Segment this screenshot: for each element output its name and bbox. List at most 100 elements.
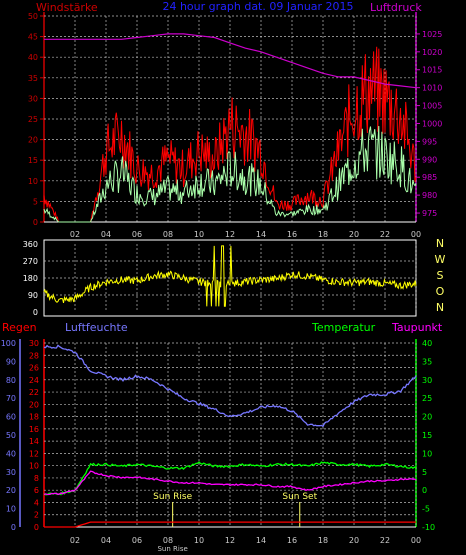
rain-tick-label: 22	[29, 388, 39, 397]
pressure-tick-label: 975	[422, 209, 437, 218]
direction-compass-label: N	[436, 301, 444, 314]
rain-tick-label: 4	[34, 498, 39, 507]
wind-pressure-panel: 0510152025303540455097598098599099510001…	[28, 12, 442, 239]
direction-compass-label: W	[435, 253, 446, 266]
temperature-tick-label: 30	[422, 376, 432, 385]
bottom-x-tick-label: 20	[349, 536, 359, 545]
temperature-legend-label: Temperatur	[311, 321, 376, 334]
rain-tick-label: 2	[34, 511, 39, 520]
humidity-tick-label: 30	[6, 468, 16, 477]
sunrise-label: Sun Rise	[153, 492, 192, 502]
rain-tick-label: 0	[34, 523, 39, 532]
pressure-axis-label: Luftdruck	[370, 1, 422, 14]
temperature-series-line	[43, 461, 417, 496]
rain-tick-label: 8	[34, 474, 39, 483]
humidity-legend-label: Luftfeuchte	[65, 321, 128, 334]
pressure-tick-label: 990	[422, 155, 437, 164]
top-x-tick-label: 20	[349, 230, 359, 239]
top-x-tick-label: 10	[194, 230, 204, 239]
dewpoint-legend-label: Taupunkt	[391, 321, 443, 334]
pressure-series-line	[44, 33, 417, 89]
temperature-tick-label: 5	[422, 468, 427, 477]
bottom-x-tick-label: 14	[256, 536, 266, 545]
temperature-tick-label: -5	[422, 505, 430, 514]
wind-series-line	[43, 125, 417, 223]
temperature-tick-label: 35	[422, 357, 432, 366]
top-x-tick-label: 22	[380, 230, 390, 239]
humidity-tick-label: 10	[6, 505, 16, 514]
bottom-x-tick-label: 16	[287, 536, 297, 545]
wind-tick-label: 30	[28, 94, 38, 103]
top-x-tick-label: 16	[287, 230, 297, 239]
humidity-tick-label: 70	[6, 394, 16, 403]
rain-series-line	[44, 521, 416, 528]
wind-tick-label: 10	[28, 177, 38, 186]
pressure-tick-label: 1025	[422, 30, 442, 39]
direction-compass-label: O	[436, 285, 445, 298]
sunset-label: Sun Set	[282, 492, 317, 502]
rain-tick-label: 12	[29, 449, 39, 458]
wind-tick-label: 40	[28, 53, 38, 62]
humidity-tick-label: 80	[6, 376, 16, 385]
gust-series-line	[43, 46, 417, 223]
wind-tick-label: 50	[28, 12, 38, 21]
rain-tick-label: 28	[29, 351, 39, 360]
direction-tick-label: 270	[23, 257, 38, 266]
direction-tick-label: 360	[23, 240, 38, 249]
humidity-tick-label: 50	[6, 431, 16, 440]
direction-compass-label: S	[437, 269, 444, 282]
wind-tick-label: 35	[28, 74, 38, 83]
bottom-x-tick-label: 08	[163, 536, 173, 545]
top-x-tick-label: 02	[70, 230, 80, 239]
temperature-tick-label: 40	[422, 339, 432, 348]
rain-tick-label: 20	[29, 400, 39, 409]
rain-tick-label: 18	[29, 413, 39, 422]
top-x-tick-label: 14	[256, 230, 266, 239]
pressure-tick-label: 1010	[422, 84, 442, 93]
bottom-x-tick-label: 10	[194, 536, 204, 545]
direction-tick-label: 90	[28, 291, 38, 300]
temperature-tick-label: 0	[422, 486, 427, 495]
pressure-tick-label: 1005	[422, 102, 442, 111]
bottom-x-tick-label: 06	[132, 536, 142, 545]
direction-tick-label: 0	[33, 308, 38, 317]
wind-tick-label: 45	[28, 33, 38, 42]
bottom-x-tick-label: 02	[70, 536, 80, 545]
top-x-tick-label: 08	[163, 230, 173, 239]
wind-axis-label: Windstärke	[36, 1, 98, 14]
humidity-tick-label: 100	[1, 339, 16, 348]
bottom-x-tick-label: 22	[380, 536, 390, 545]
sunrise-x-label: Sun Rise	[157, 545, 187, 553]
humidity-series-line	[43, 344, 417, 428]
direction-series-line	[43, 245, 417, 307]
pressure-tick-label: 985	[422, 173, 437, 182]
temperature-tick-label: -10	[422, 523, 435, 532]
rain-humidity-temp-panel: 0102030405060708090100024681012141618202…	[1, 339, 435, 553]
temperature-tick-label: 15	[422, 431, 432, 440]
top-x-tick-label: 04	[101, 230, 111, 239]
wind-tick-label: 5	[33, 197, 38, 206]
rain-tick-label: 24	[29, 376, 39, 385]
humidity-tick-label: 0	[11, 523, 16, 532]
rain-legend-label: Regen	[2, 321, 37, 334]
bottom-x-tick-label: 18	[318, 536, 328, 545]
rain-tick-label: 6	[34, 486, 39, 495]
pressure-tick-label: 1015	[422, 66, 442, 75]
pressure-tick-label: 980	[422, 191, 437, 200]
bottom-x-tick-label: 04	[101, 536, 111, 545]
humidity-tick-label: 40	[6, 449, 16, 458]
graph-title: 24 hour graph dat. 09 Januar 2015	[162, 0, 353, 13]
wind-tick-label: 15	[28, 156, 38, 165]
top-x-tick-label: 12	[225, 230, 235, 239]
temperature-tick-label: 25	[422, 394, 432, 403]
bottom-x-tick-label: 00	[411, 536, 421, 545]
rain-tick-label: 26	[29, 364, 39, 373]
wind-tick-label: 0	[33, 218, 38, 227]
humidity-tick-label: 20	[6, 486, 16, 495]
rain-tick-label: 14	[29, 437, 39, 446]
top-x-tick-label: 06	[132, 230, 142, 239]
rain-tick-label: 30	[29, 339, 39, 348]
